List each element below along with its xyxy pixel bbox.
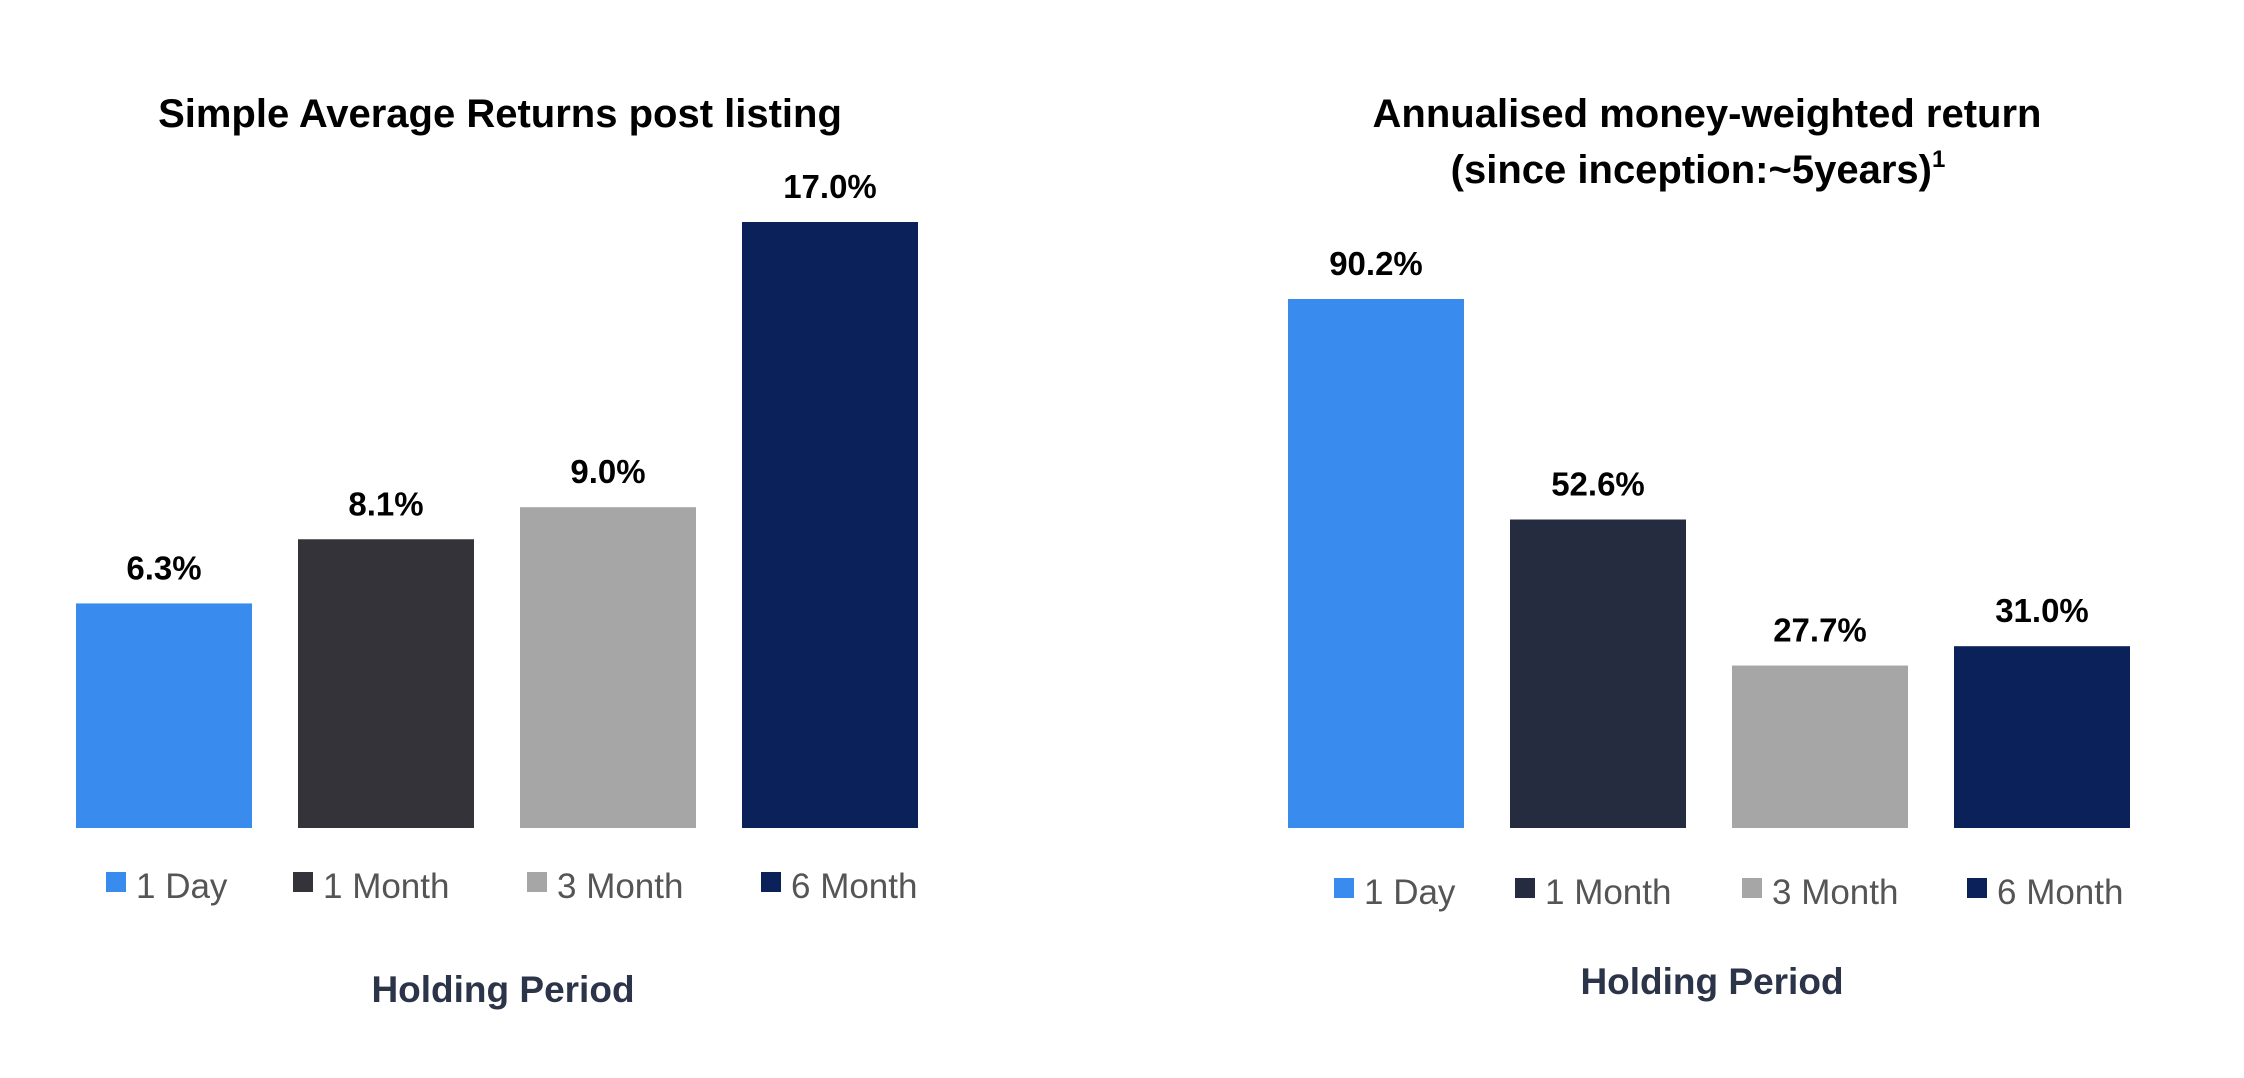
right-chart-bar-3-month [1732,665,1908,828]
right-chart-legend-label-3-month: 3 Month [1772,873,1898,912]
left-chart-x-axis-title: Holding Period [371,969,634,1010]
right-chart-legend-swatch-1-day [1334,878,1354,898]
right-chart-data-label-1-month: 52.6% [1551,466,1645,503]
right-chart-legend-swatch-3-month [1742,878,1762,898]
left-chart-legend-swatch-1-month [293,872,313,892]
left-chart-marks: 6.3% 1 Day 8.1% 1 Month 9.0% 3 Month 17.0% 6 Mo… [76,168,918,906]
left-chart-legend-swatch-1-day [106,872,126,892]
right-chart-bar-1-month [1510,519,1686,828]
right-chart-footnote-marker: 1 [1932,146,1945,173]
left-chart-bar-1-day [76,603,252,828]
left-chart-legend-label-3-month: 3 Month [557,867,683,906]
right-chart-legend-swatch-6-month [1967,878,1987,898]
left-chart-legend-swatch-3-month [527,872,547,892]
right-chart-bar-1-day [1288,299,1464,828]
left-chart-data-label-1-month: 8.1% [348,485,423,522]
left-chart-legend-label-6-month: 6 Month [791,867,917,906]
left-chart-data-label-1-day: 6.3% [126,549,201,586]
right-chart-bar-6-month [1954,646,2130,828]
right-chart-data-label-3-month: 27.7% [1773,612,1867,649]
right-chart-legend-label-1-month: 1 Month [1545,873,1671,912]
left-chart-data-label-6-month: 17.0% [783,168,877,205]
right-chart-legend-label-6-month: 6 Month [1997,873,2123,912]
right-chart-title: Annualised money-weighted return [1373,92,2042,136]
left-chart-bar-3-month [520,507,696,828]
right-chart-marks: 90.2% 1 Day 52.6% 1 Month 27.7% 3 Month 31.0% 6… [1288,245,2130,912]
right-chart-subtitle-text: (since inception:~5years) [1451,148,1932,192]
left-chart-data-label-3-month: 9.0% [570,453,645,490]
right-chart-legend-label-1-day: 1 Day [1364,873,1456,912]
right-chart-data-label-1-day: 90.2% [1329,245,1423,282]
left-chart-bar-6-month [742,222,918,828]
left-chart-legend-label-1-month: 1 Month [323,867,449,906]
left-chart-title: Simple Average Returns post listing [158,92,842,136]
right-chart-x-axis-title: Holding Period [1580,961,1843,1002]
left-chart-bar-1-month [298,539,474,828]
left-chart-legend-label-1-day: 1 Day [136,867,228,906]
left-chart-legend-swatch-6-month [761,872,781,892]
right-chart-legend-swatch-1-month [1515,878,1535,898]
right-chart-subtitle: (since inception:~5years)1 [1451,146,1946,192]
right-chart-data-label-6-month: 31.0% [1995,592,2089,629]
